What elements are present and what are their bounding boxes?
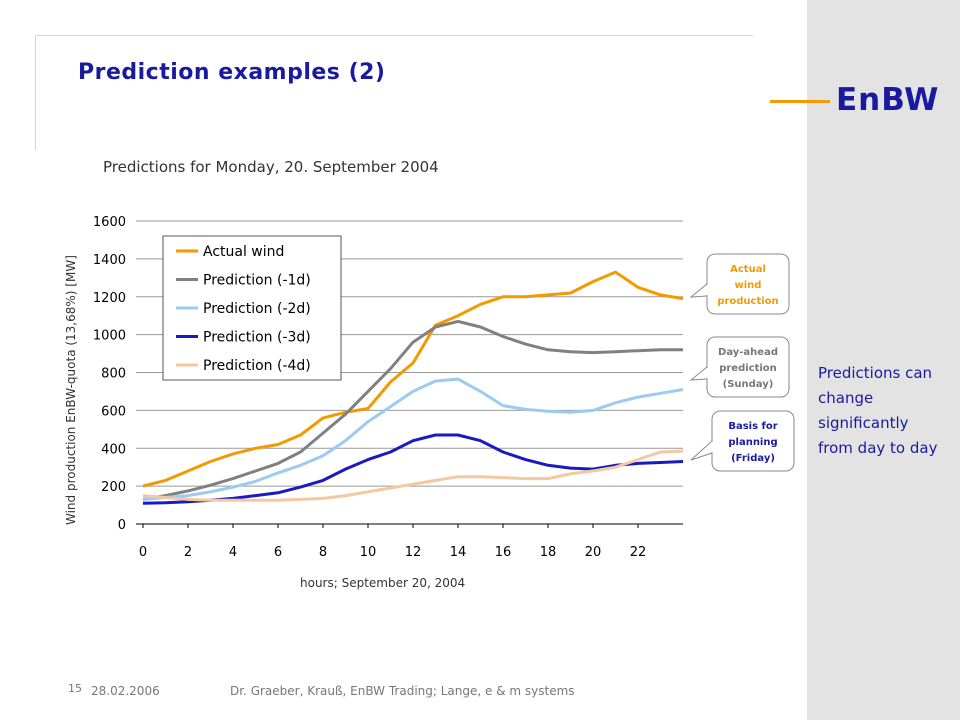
side-note-text: Predictions can change significantly fro… xyxy=(818,364,938,457)
callout-joint xyxy=(706,368,709,378)
x-tick-label: 0 xyxy=(139,545,147,560)
series-line-1 xyxy=(142,319,683,501)
callout-text: prediction xyxy=(719,363,777,374)
slide-title: Prediction examples (2) xyxy=(78,60,386,85)
legend-label: Prediction (-2d) xyxy=(203,301,311,317)
series-line-4 xyxy=(142,449,684,502)
legend-label: Actual wind xyxy=(203,244,284,260)
callout-text: Day-ahead xyxy=(718,347,778,358)
x-tick-label: 10 xyxy=(360,545,377,560)
chart-series-lines xyxy=(142,270,684,505)
y-tick-label: 1400 xyxy=(93,253,126,268)
callout-text: Basis for xyxy=(728,421,777,432)
legend-label: Prediction (-4d) xyxy=(203,358,311,374)
x-tick-label: 2 xyxy=(184,545,192,560)
x-tick-label: 18 xyxy=(540,545,557,560)
series-line-0 xyxy=(142,270,684,488)
x-axis-label: hours; September 20, 2004 xyxy=(300,576,465,590)
callout-box xyxy=(711,410,795,472)
footer-date: 28.02.2006 xyxy=(91,684,160,698)
footer-page-number: 15 xyxy=(68,682,82,695)
footer-author: Dr. Graeber, Krauß, EnBW Trading; Lange,… xyxy=(230,684,575,698)
callout-text: production xyxy=(717,296,778,307)
callout-box xyxy=(706,336,790,398)
x-tick-label: 16 xyxy=(495,545,512,560)
x-tick-label: 22 xyxy=(630,545,647,560)
x-tick-label: 12 xyxy=(405,545,422,560)
chart-subtitle: Predictions for Monday, 20. September 20… xyxy=(103,158,439,176)
chart-callouts: Actual wind production Day-ahead prediction (… xyxy=(689,253,795,472)
right-sidebar-panel xyxy=(807,0,960,720)
legend-label: Prediction (-1d) xyxy=(203,273,311,289)
callout-pointer xyxy=(689,283,708,298)
y-tick-label: 800 xyxy=(101,367,126,382)
x-tick-label: 14 xyxy=(450,545,467,560)
legend-label: Prediction (-3d) xyxy=(203,330,311,346)
y-tick-label: 600 xyxy=(101,404,126,419)
callout-text: Actual xyxy=(730,264,766,275)
x-tick-label: 4 xyxy=(229,545,237,560)
callout-pointer xyxy=(689,366,708,381)
y-tick-label: 0 xyxy=(118,518,126,533)
header-frame-left-rule xyxy=(35,35,36,150)
callout-pointer xyxy=(690,440,713,461)
x-tick-label: 6 xyxy=(274,545,282,560)
y-axis-label: Wind production EnBW-quota (13,68%) [MW] xyxy=(64,255,78,525)
callout-text: planning xyxy=(728,437,777,448)
logo-accent-line xyxy=(770,100,830,103)
header-frame-top-rule xyxy=(35,35,753,36)
callout-text: (Sunday) xyxy=(723,379,774,390)
y-tick-label: 1600 xyxy=(93,215,126,230)
callout-text: wind xyxy=(735,280,762,291)
series-line-2 xyxy=(142,377,684,501)
callout-box xyxy=(706,253,790,315)
callout-joint xyxy=(711,442,714,452)
y-tick-label: 1000 xyxy=(93,329,126,344)
y-tick-label: 1200 xyxy=(93,291,126,306)
y-tick-label: 400 xyxy=(101,442,126,457)
x-tick-label: 20 xyxy=(585,545,602,560)
callout-joint xyxy=(706,285,709,295)
chart-legend: Actual wind Prediction (-1d) Prediction (-… xyxy=(162,235,342,381)
y-axis-ticks: 0 200 400 600 800 1000 1200 1400 1600 xyxy=(93,215,126,533)
x-tick-label: 8 xyxy=(319,545,327,560)
callout-text: (Friday) xyxy=(731,453,775,464)
series-line-3 xyxy=(142,433,684,505)
x-axis-ticks: 0 2 4 6 8 10 12 14 16 18 20 22 xyxy=(139,524,646,560)
y-tick-label: 200 xyxy=(101,480,126,495)
enbw-logo: EnBW xyxy=(836,82,940,118)
